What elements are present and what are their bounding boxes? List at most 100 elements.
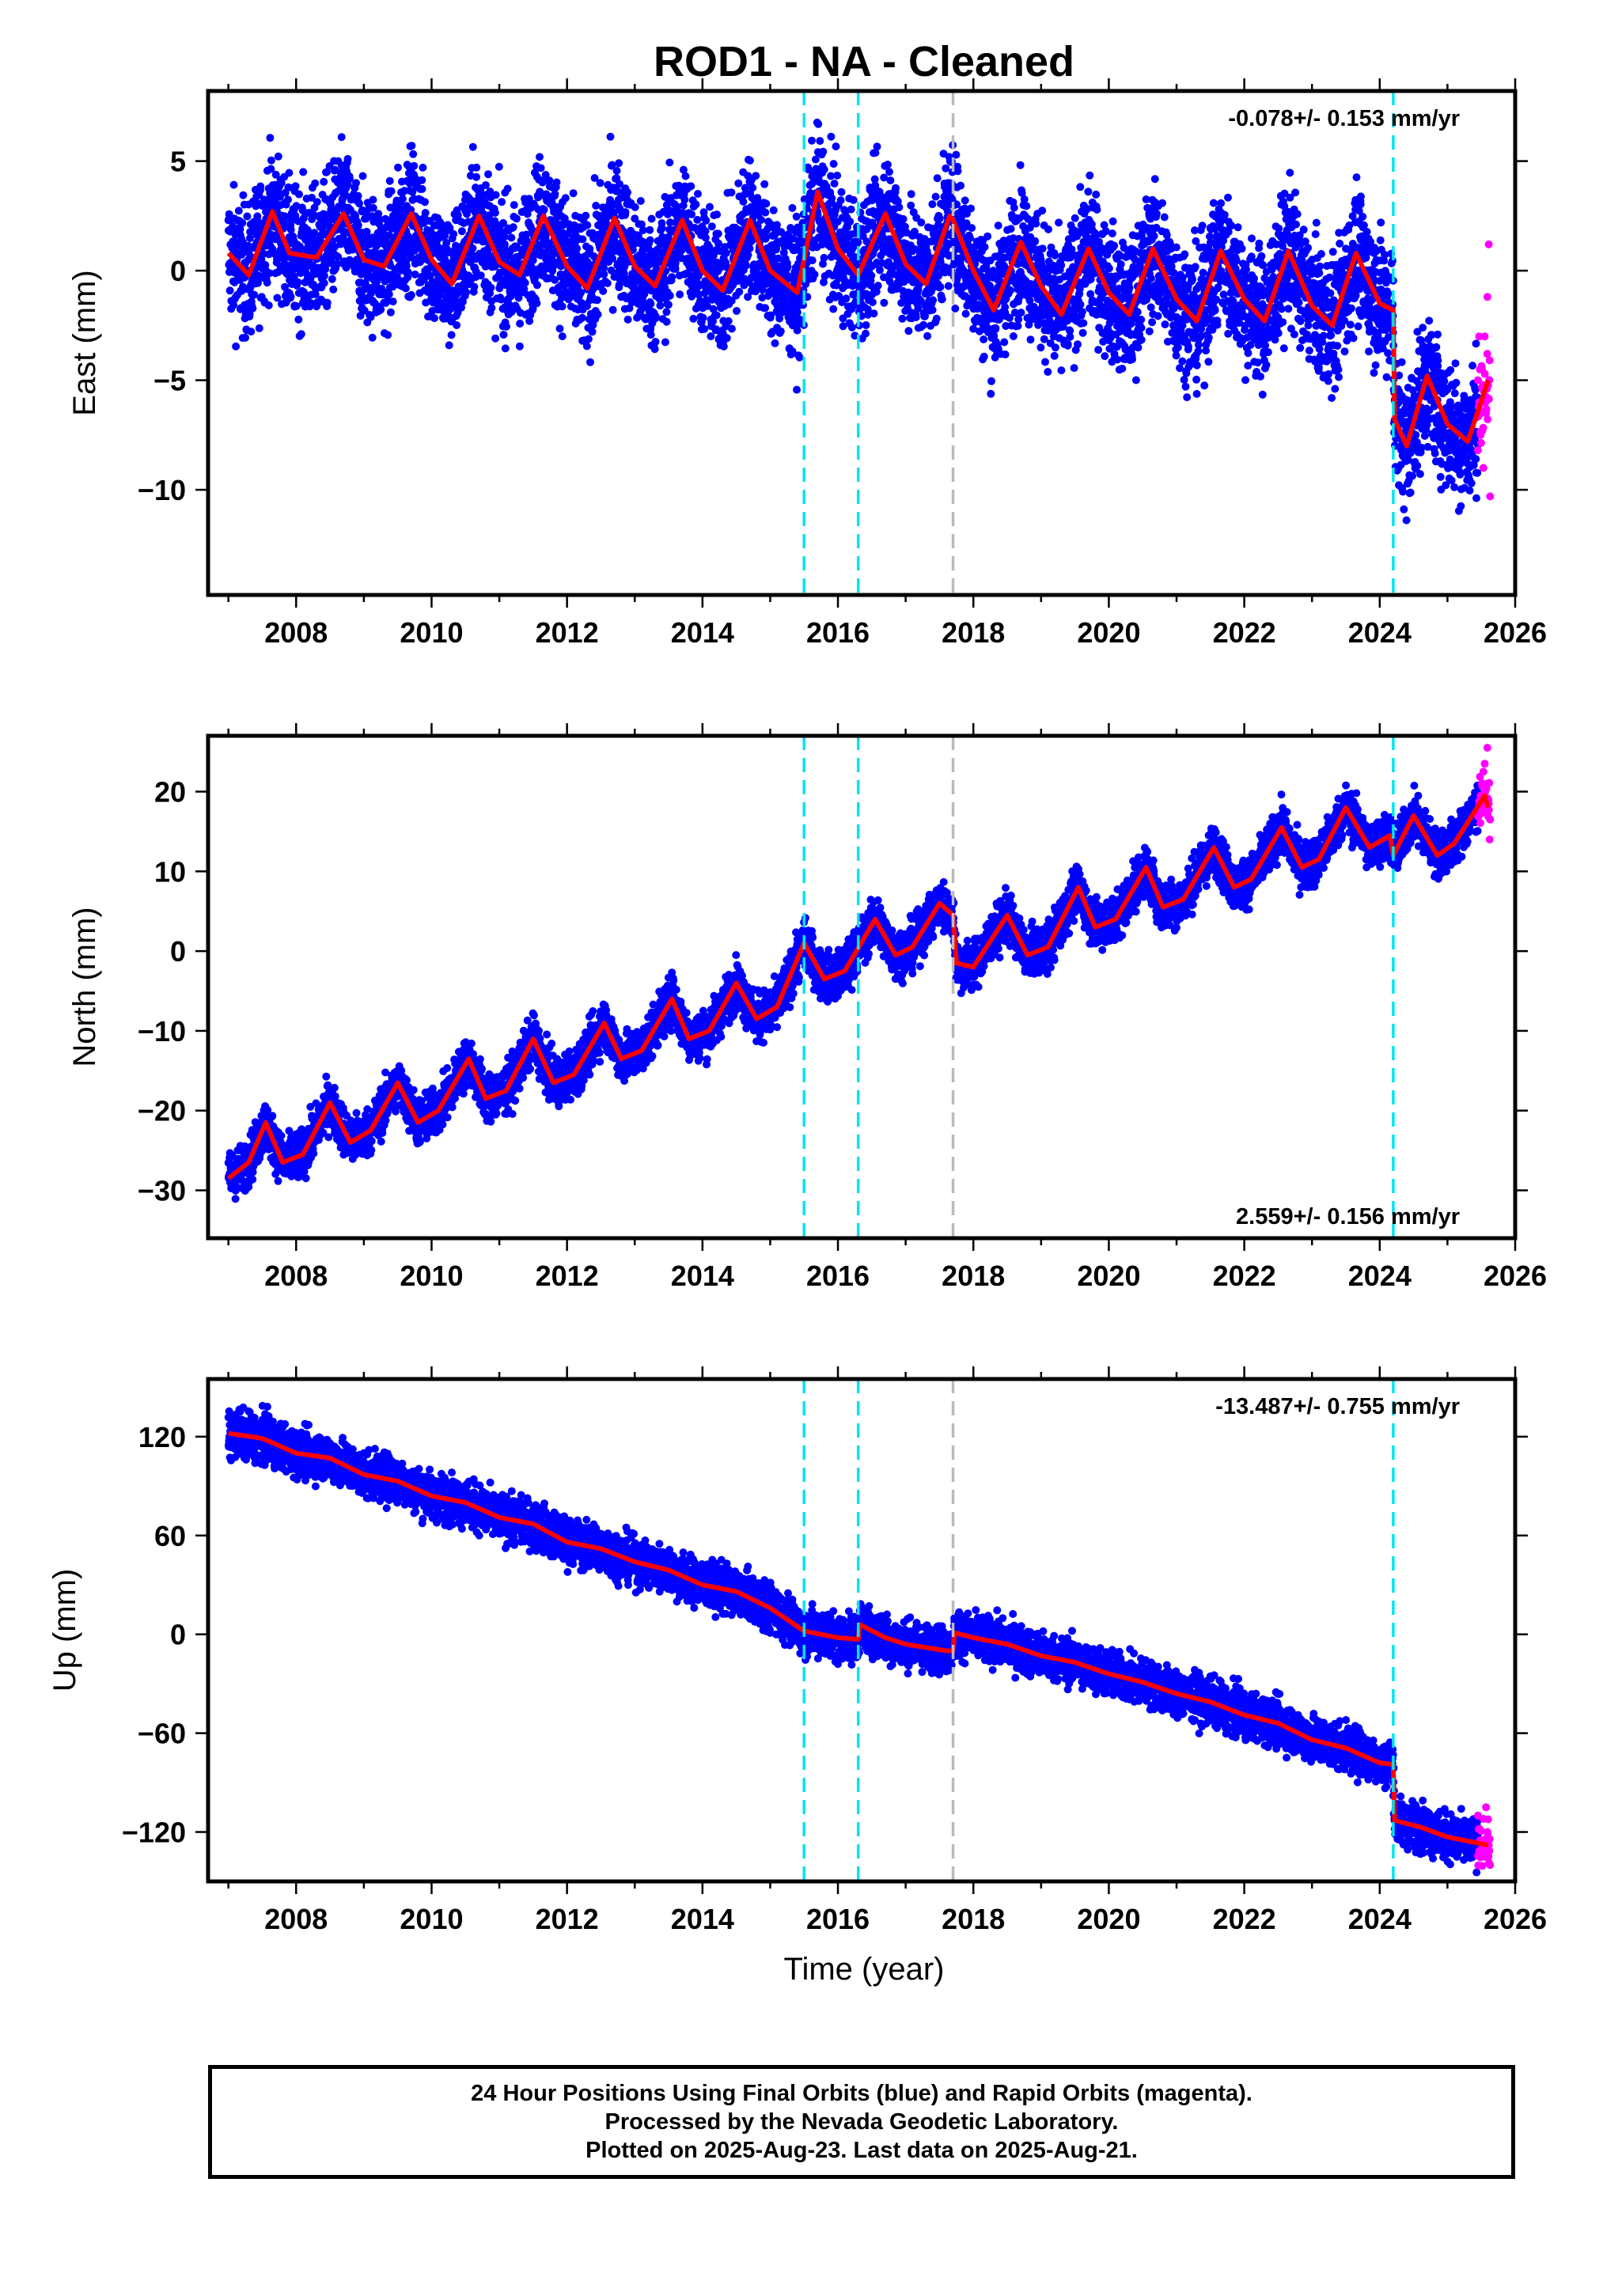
final-orbit-point xyxy=(739,197,748,206)
final-orbit-point xyxy=(286,292,295,301)
final-orbit-point xyxy=(596,179,604,188)
final-orbit-point xyxy=(687,182,695,191)
final-orbit-point xyxy=(1070,364,1078,373)
final-orbit-point xyxy=(771,339,779,347)
final-orbit-point xyxy=(810,270,819,278)
final-orbit-point xyxy=(724,316,733,325)
final-orbit-point xyxy=(458,297,467,306)
final-orbit-point xyxy=(253,212,262,221)
final-orbit-point xyxy=(295,190,303,199)
final-orbit-point xyxy=(476,271,485,280)
final-orbit-point xyxy=(1146,303,1155,312)
final-orbit-point xyxy=(366,313,375,321)
final-orbit-point xyxy=(468,142,477,151)
final-orbit-point xyxy=(523,210,532,218)
final-orbit-point xyxy=(525,195,533,203)
chart-title: ROD1 - NA - Cleaned xyxy=(654,38,1074,85)
final-orbit-point xyxy=(421,209,430,217)
final-orbit-point xyxy=(419,163,427,172)
final-orbit-point xyxy=(706,203,714,211)
final-orbit-point xyxy=(407,142,416,150)
final-orbit-point xyxy=(328,275,336,283)
final-orbit-point xyxy=(987,377,995,385)
final-orbit-point xyxy=(656,301,665,310)
final-orbit-point xyxy=(354,191,362,200)
final-orbit-point xyxy=(320,278,328,287)
final-orbit-point xyxy=(868,298,877,306)
final-orbit-point xyxy=(961,309,970,318)
final-orbit-point xyxy=(1016,161,1025,169)
final-orbit-point xyxy=(621,208,630,217)
final-orbit-point xyxy=(266,134,275,142)
final-orbit-point xyxy=(814,119,823,128)
final-orbit-point xyxy=(646,225,654,234)
final-orbit-point xyxy=(829,305,838,313)
final-orbit-point xyxy=(929,296,938,305)
final-orbit-point xyxy=(795,353,804,362)
final-orbit-point xyxy=(532,281,541,290)
final-orbit-point xyxy=(1076,300,1085,309)
final-orbit-point xyxy=(512,214,521,223)
final-orbit-point xyxy=(707,222,716,231)
final-orbit-point xyxy=(847,205,855,214)
final-orbit-point xyxy=(886,176,895,184)
final-orbit-point xyxy=(762,199,771,208)
final-orbit-point xyxy=(862,321,870,329)
final-orbit-point xyxy=(294,278,302,286)
final-orbit-point xyxy=(700,324,709,333)
final-orbit-point xyxy=(1000,338,1009,347)
final-orbit-point xyxy=(421,198,429,206)
final-orbit-point xyxy=(551,190,559,199)
final-orbit-point xyxy=(874,282,882,290)
final-orbit-point xyxy=(652,313,660,322)
final-orbit-point xyxy=(991,324,1000,332)
final-orbit-point xyxy=(936,282,945,291)
final-orbit-point xyxy=(369,203,377,212)
final-orbit-point xyxy=(303,225,312,234)
final-orbit-point xyxy=(1092,190,1101,199)
plot-area xyxy=(224,118,1495,525)
final-orbit-point xyxy=(722,248,730,257)
final-orbit-point xyxy=(457,227,466,236)
final-orbit-point xyxy=(615,159,623,168)
final-orbit-point xyxy=(506,301,513,309)
final-orbit-point xyxy=(745,244,754,252)
final-orbit-point xyxy=(442,238,451,247)
final-orbit-point xyxy=(933,174,942,183)
final-orbit-point xyxy=(247,328,256,336)
final-orbit-point xyxy=(588,328,597,336)
final-orbit-point xyxy=(398,195,407,203)
final-orbit-point xyxy=(895,203,904,211)
final-orbit-point xyxy=(885,168,893,176)
final-orbit-point xyxy=(1133,308,1142,316)
final-orbit-point xyxy=(321,265,330,274)
final-orbit-point xyxy=(712,311,721,320)
final-orbit-point xyxy=(733,307,741,315)
final-orbit-point xyxy=(313,198,321,206)
final-orbit-point xyxy=(291,182,300,191)
final-orbit-point xyxy=(241,333,249,342)
final-orbit-point xyxy=(689,314,698,323)
final-orbit-point xyxy=(468,244,477,252)
final-orbit-point xyxy=(555,324,564,333)
final-orbit-point xyxy=(358,172,367,180)
final-orbit-point xyxy=(1057,261,1066,270)
final-orbit-point xyxy=(899,214,908,223)
final-orbit-point xyxy=(646,236,654,244)
final-orbit-point xyxy=(404,268,412,276)
east-panel: 2008 2010 2012 2014 2016 2018 2020 2022 2024 2026… xyxy=(67,78,1547,649)
final-orbit-point xyxy=(761,304,770,313)
final-orbit-point xyxy=(1041,358,1049,366)
final-orbit-point xyxy=(407,290,415,299)
final-orbit-point xyxy=(636,197,645,205)
final-orbit-point xyxy=(1134,343,1143,352)
final-orbit-point xyxy=(507,233,516,242)
final-orbit-point xyxy=(582,342,591,350)
final-orbit-point xyxy=(1148,318,1157,327)
final-orbit-point xyxy=(337,133,346,142)
final-orbit-point xyxy=(388,297,397,306)
final-orbits-series xyxy=(224,118,1482,525)
final-orbit-point xyxy=(1055,218,1063,227)
final-orbit-point xyxy=(694,190,702,198)
